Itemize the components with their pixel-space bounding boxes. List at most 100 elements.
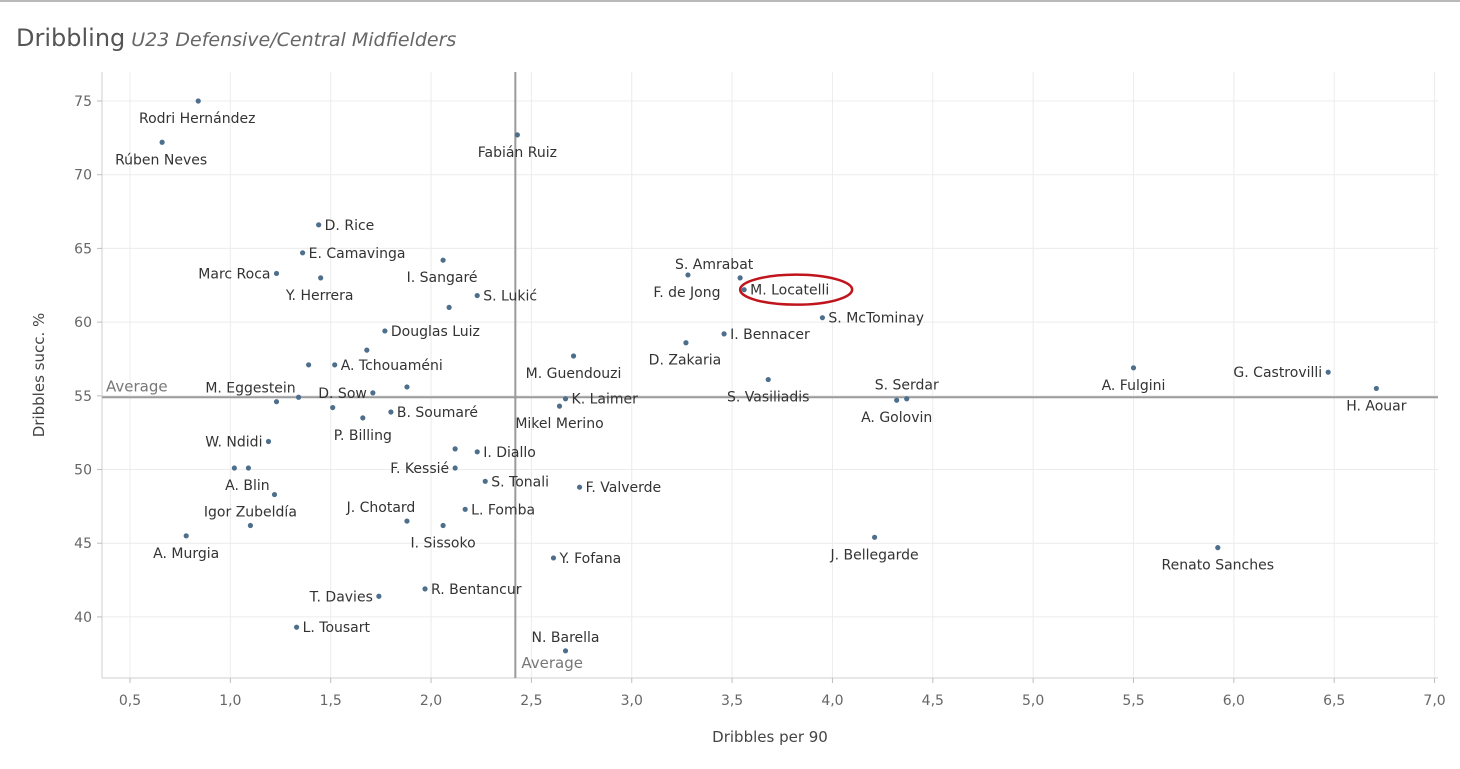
point-label: F. Valverde — [586, 480, 662, 496]
data-point — [195, 98, 201, 104]
grid — [102, 72, 1438, 678]
data-point — [245, 465, 252, 471]
point-label: Rodri Hernández — [139, 111, 255, 127]
y-tick-label: 65 — [74, 241, 92, 257]
data-point — [474, 449, 480, 455]
point-label: N. Barella — [532, 630, 600, 646]
data-point — [765, 376, 771, 383]
data-point — [452, 465, 458, 471]
x-tick-label: 4,5 — [922, 693, 944, 709]
point-label: B. Soumaré — [397, 405, 478, 421]
chart-title: Dribbling U23 Defensive/Central Midfielde… — [16, 24, 456, 52]
data-point — [904, 396, 910, 402]
point-label: J. Bellegarde — [830, 547, 919, 563]
average-lines: Average Average — [102, 72, 1438, 678]
point-label: S. Vasiliadis — [727, 390, 809, 406]
point-labels: Rodri Hernández Rúben Neves Fabián Ruiz D. … — [115, 111, 1407, 646]
data-point — [1373, 385, 1379, 392]
data-point — [376, 593, 382, 599]
data-point — [332, 362, 338, 368]
x-tick-label: 4,0 — [821, 693, 843, 709]
point-label: M. Locatelli — [750, 283, 829, 299]
data-point — [300, 250, 306, 256]
x-tick-label: 6,0 — [1223, 693, 1245, 709]
data-point — [440, 257, 446, 263]
data-point — [316, 222, 322, 228]
data-point — [452, 446, 458, 452]
point-label: Marc Roca — [198, 266, 270, 282]
point-label: M. Guendouzi — [526, 366, 622, 382]
point-label: Douglas Luiz — [391, 324, 480, 340]
data-point — [247, 522, 254, 529]
y-tick-label: 50 — [74, 463, 92, 479]
point-label: W. Ndidi — [205, 434, 262, 450]
point-label: S. Tonali — [491, 474, 549, 490]
point-label: P. Billing — [334, 428, 392, 444]
average-x-label: Average — [521, 654, 583, 672]
point-label: D. Sow — [318, 386, 367, 402]
x-tick-label: 1,5 — [320, 693, 342, 709]
data-point — [474, 292, 480, 299]
point-label: H. Aouar — [1346, 398, 1407, 414]
point-label: S. Serdar — [875, 378, 939, 394]
data-point — [273, 270, 280, 277]
data-point — [562, 396, 569, 402]
data-point — [382, 328, 388, 334]
x-tick-label: 3,5 — [721, 693, 743, 709]
data-point — [721, 331, 727, 337]
data-point — [231, 465, 237, 471]
data-point — [273, 399, 280, 405]
data-point — [562, 648, 569, 654]
data-points — [159, 98, 1379, 654]
data-point — [570, 353, 577, 359]
point-label: L. Fomba — [471, 502, 535, 518]
data-point — [871, 534, 878, 540]
x-tick-label: 3,0 — [621, 693, 643, 709]
highlight-ellipse — [738, 273, 854, 306]
y-tick-label: 55 — [74, 389, 92, 405]
y-tick-label: 60 — [74, 315, 92, 331]
data-point — [293, 624, 300, 630]
point-label: M. Eggestein — [205, 381, 295, 397]
data-point — [271, 491, 278, 498]
data-point — [556, 403, 563, 409]
data-point — [1215, 545, 1221, 551]
y-tick-label: 75 — [74, 94, 92, 110]
point-label: A. Golovin — [861, 410, 932, 426]
data-point — [295, 394, 302, 400]
x-tick-label: 5,0 — [1022, 693, 1044, 709]
x-tick-label: 0,5 — [119, 693, 141, 709]
data-point — [741, 287, 747, 293]
point-label: K. Laimer — [572, 392, 639, 408]
point-label: J. Chotard — [346, 500, 416, 516]
data-point — [422, 586, 428, 592]
point-label: R. Bentancur — [431, 582, 522, 598]
point-label: Fabián Ruiz — [478, 145, 557, 161]
point-label: T. Davies — [309, 589, 373, 605]
point-label: E. Camavinga — [309, 246, 406, 262]
data-point — [265, 438, 272, 445]
data-point — [330, 404, 336, 411]
data-point — [306, 362, 312, 368]
point-label: Y. Fofana — [558, 551, 621, 567]
point-label: A. Murgia — [153, 546, 219, 562]
x-tick-label: 5,5 — [1122, 693, 1144, 709]
data-point — [1130, 365, 1137, 371]
data-point — [1325, 369, 1331, 375]
data-point — [440, 522, 446, 529]
point-label: L. Tousart — [303, 620, 371, 636]
point-label: A. Tchouaméni — [341, 358, 443, 374]
point-label: Renato Sanches — [1162, 558, 1275, 574]
point-label: I. Sissoko — [411, 536, 476, 552]
data-point — [685, 272, 691, 278]
point-label: S. Lukić — [483, 289, 537, 305]
data-point — [576, 484, 583, 490]
data-point — [370, 390, 376, 396]
data-point — [482, 478, 488, 484]
data-point — [462, 506, 468, 512]
point-label: D. Zakaria — [649, 353, 722, 369]
point-label: S. Amrabat — [675, 257, 754, 273]
x-tick-label: 2,5 — [520, 693, 542, 709]
data-point — [404, 518, 410, 524]
